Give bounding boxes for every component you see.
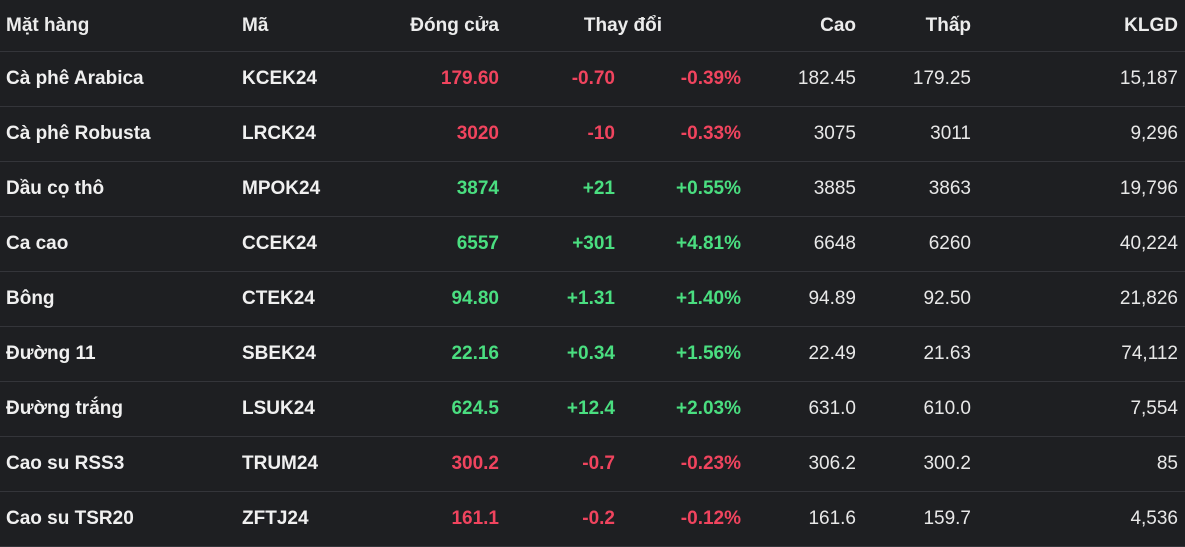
price-change: -0.7 xyxy=(582,453,615,474)
close-price: 6557 xyxy=(456,233,499,254)
commodity-code: TRUM24 xyxy=(242,453,319,474)
commodity-code: SBEK24 xyxy=(242,343,316,364)
header-high[interactable]: Cao xyxy=(820,14,856,36)
table-row[interactable]: Cao su TSR20 ZFTJ24 161.1 -0.2 -0.12% 16… xyxy=(0,492,1185,547)
high-price: 306.2 xyxy=(808,453,856,474)
commodity-name: Cao su RSS3 xyxy=(6,453,125,474)
percent-change: +2.03% xyxy=(676,398,741,419)
commodity-code: MPOK24 xyxy=(242,178,321,199)
low-price: 179.25 xyxy=(912,68,971,89)
trade-volume: 40,224 xyxy=(1119,233,1178,254)
header-close[interactable]: Đóng cửa xyxy=(410,14,499,36)
close-price: 161.1 xyxy=(451,508,499,529)
low-price: 3863 xyxy=(928,178,971,199)
high-price: 182.45 xyxy=(797,68,856,89)
trade-volume: 9,296 xyxy=(1130,123,1178,144)
trade-volume: 19,796 xyxy=(1119,178,1178,199)
commodity-name: Cà phê Arabica xyxy=(6,68,144,89)
percent-change: +4.81% xyxy=(676,233,741,254)
table-row[interactable]: Dầu cọ thô MPOK24 3874 +21 +0.55% 3885 3… xyxy=(0,162,1185,217)
header-code[interactable]: Mã xyxy=(242,14,269,36)
table-row[interactable]: Cà phê Robusta LRCK24 3020 -10 -0.33% 30… xyxy=(0,107,1185,162)
table-row[interactable]: Cao su RSS3 TRUM24 300.2 -0.7 -0.23% 306… xyxy=(0,437,1185,492)
low-price: 6260 xyxy=(928,233,971,254)
price-change: +21 xyxy=(582,178,615,199)
commodity-name: Cao su TSR20 xyxy=(6,508,134,529)
low-price: 300.2 xyxy=(923,453,971,474)
table-header-row: Mặt hàng Mã Đóng cửa Thay đổi Cao Thấp K… xyxy=(0,0,1185,52)
low-price: 3011 xyxy=(930,123,971,144)
table-row[interactable]: Đường trắng LSUK24 624.5 +12.4 +2.03% 63… xyxy=(0,382,1185,437)
price-change: -0.2 xyxy=(582,508,615,529)
high-price: 22.49 xyxy=(808,343,856,364)
trade-volume: 74,112 xyxy=(1121,343,1178,364)
trade-volume: 15,187 xyxy=(1119,68,1178,89)
close-price: 94.80 xyxy=(451,288,499,309)
percent-change: +0.55% xyxy=(676,178,741,199)
low-price: 610.0 xyxy=(923,398,971,419)
price-change: +1.31 xyxy=(566,288,615,309)
close-price: 3020 xyxy=(456,123,499,144)
high-price: 3885 xyxy=(813,178,856,199)
price-change: -10 xyxy=(587,123,615,144)
commodity-code: CTEK24 xyxy=(242,288,315,309)
commodity-code: LRCK24 xyxy=(242,123,316,144)
commodity-name: Đường 11 xyxy=(6,343,96,364)
header-low[interactable]: Thấp xyxy=(925,14,971,36)
commodity-name: Đường trắng xyxy=(6,398,123,419)
commodity-name: Dầu cọ thô xyxy=(6,178,105,199)
close-price: 22.16 xyxy=(451,343,499,364)
high-price: 3075 xyxy=(813,123,856,144)
table-row[interactable]: Đường 11 SBEK24 22.16 +0.34 +1.56% 22.49… xyxy=(0,327,1185,382)
commodity-code: LSUK24 xyxy=(242,398,315,419)
price-change: +0.34 xyxy=(566,343,615,364)
trade-volume: 21,826 xyxy=(1119,288,1178,309)
commodity-code: CCEK24 xyxy=(242,233,317,254)
percent-change: +1.56% xyxy=(676,343,741,364)
close-price: 3874 xyxy=(456,178,499,199)
close-price: 624.5 xyxy=(451,398,499,419)
high-price: 6648 xyxy=(813,233,856,254)
header-name[interactable]: Mặt hàng xyxy=(6,14,90,36)
trade-volume: 4,536 xyxy=(1130,508,1178,529)
header-change[interactable]: Thay đổi xyxy=(583,14,662,36)
table-row[interactable]: Cà phê Arabica KCEK24 179.60 -0.70 -0.39… xyxy=(0,52,1185,107)
header-volume[interactable]: KLGD xyxy=(1124,14,1178,36)
trade-volume: 7,554 xyxy=(1130,398,1178,419)
high-price: 94.89 xyxy=(808,288,856,309)
low-price: 159.7 xyxy=(923,508,971,529)
price-change: +301 xyxy=(572,233,615,254)
commodity-name: Ca cao xyxy=(6,233,69,254)
table-row[interactable]: Bông CTEK24 94.80 +1.31 +1.40% 94.89 92.… xyxy=(0,272,1185,327)
percent-change: -0.23% xyxy=(680,453,741,474)
high-price: 161.6 xyxy=(808,508,856,529)
percent-change: -0.33% xyxy=(680,123,741,144)
close-price: 179.60 xyxy=(440,68,499,89)
trade-volume: 85 xyxy=(1156,453,1178,474)
close-price: 300.2 xyxy=(451,453,499,474)
low-price: 21.63 xyxy=(923,343,971,364)
commodity-name: Cà phê Robusta xyxy=(6,123,151,144)
percent-change: -0.39% xyxy=(680,68,741,89)
table-row[interactable]: Ca cao CCEK24 6557 +301 +4.81% 6648 6260… xyxy=(0,217,1185,272)
price-change: +12.4 xyxy=(566,398,615,419)
commodity-code: KCEK24 xyxy=(242,68,317,89)
commodity-code: ZFTJ24 xyxy=(242,508,309,529)
price-change: -0.70 xyxy=(571,68,615,89)
commodity-name: Bông xyxy=(6,288,55,309)
low-price: 92.50 xyxy=(923,288,971,309)
percent-change: +1.40% xyxy=(676,288,741,309)
high-price: 631.0 xyxy=(808,398,856,419)
percent-change: -0.12% xyxy=(680,508,741,529)
